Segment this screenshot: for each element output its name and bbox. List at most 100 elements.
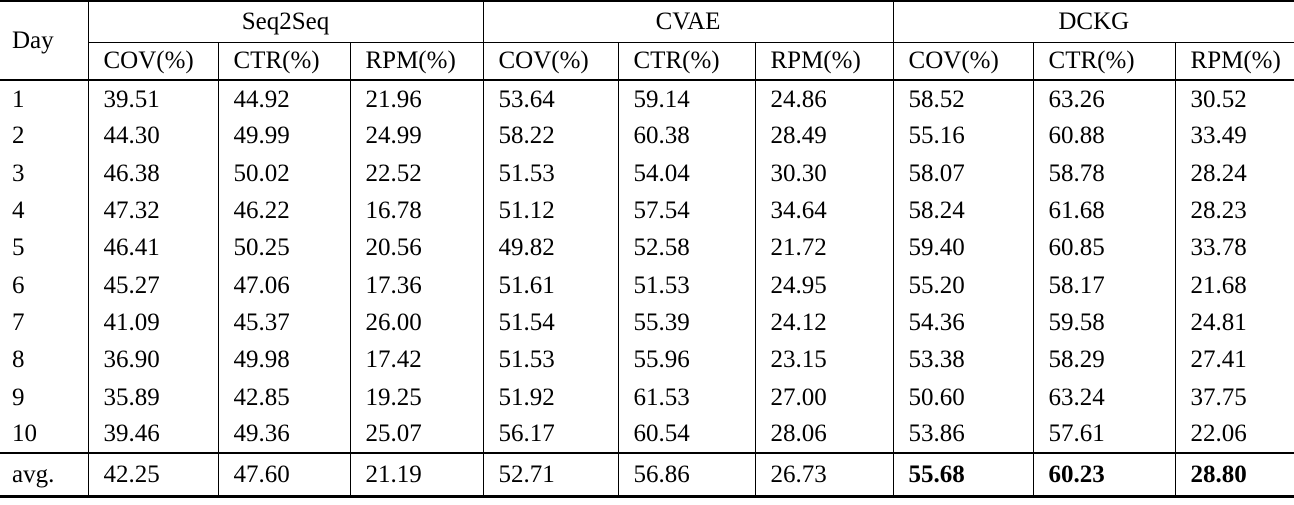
col-header-seq2seq-rpm: RPM(%) xyxy=(349,42,483,81)
value-cell: 49.99 xyxy=(217,117,350,155)
value-cell: 24.99 xyxy=(349,117,483,155)
value-cell: 53.86 xyxy=(892,415,1034,453)
value-cell: 60.38 xyxy=(617,117,755,155)
value-cell: 47.06 xyxy=(217,266,350,304)
value-cell: 60.85 xyxy=(1032,229,1176,267)
value-cell: 51.53 xyxy=(482,341,618,379)
col-header-cvae-ctr: CTR(%) xyxy=(617,42,755,81)
group-header-cvae: CVAE xyxy=(482,1,894,43)
value-cell: 25.07 xyxy=(349,415,483,453)
value-cell: 22.52 xyxy=(349,154,483,192)
table-row: 4 47.32 46.22 16.78 51.12 57.54 34.64 58… xyxy=(0,191,1294,230)
table-row: 8 36.90 49.98 17.42 51.53 55.96 23.15 53… xyxy=(0,341,1294,379)
col-header-cvae-cov: COV(%) xyxy=(482,42,618,81)
value-cell: 42.25 xyxy=(87,451,218,497)
value-cell: 51.61 xyxy=(482,266,618,304)
value-cell: 21.72 xyxy=(754,229,894,267)
value-cell: 50.02 xyxy=(217,154,350,192)
value-cell-best: 55.68 xyxy=(892,451,1034,497)
value-cell: 58.07 xyxy=(892,154,1034,192)
day-cell: avg. xyxy=(0,451,88,497)
value-cell: 49.36 xyxy=(217,415,350,453)
value-cell: 58.24 xyxy=(892,191,1034,230)
value-cell: 51.54 xyxy=(482,303,618,342)
table-row: 3 46.38 50.02 22.52 51.53 54.04 30.30 58… xyxy=(0,154,1294,192)
value-cell: 27.00 xyxy=(754,378,894,416)
group-header-row: Day Seq2Seq CVAE DCKG xyxy=(0,1,1294,81)
value-cell: 59.14 xyxy=(617,80,755,118)
col-header-seq2seq-cov: COV(%) xyxy=(87,42,218,81)
day-cell: 1 xyxy=(12,85,25,113)
value-cell: 44.30 xyxy=(87,117,218,155)
value-cell: 57.54 xyxy=(617,191,755,230)
value-cell-best: 28.80 xyxy=(1174,451,1294,497)
value-cell: 28.24 xyxy=(1174,154,1294,192)
value-cell: 24.12 xyxy=(754,303,894,342)
value-cell: 21.68 xyxy=(1174,266,1294,304)
value-cell: 58.17 xyxy=(1032,266,1176,304)
value-cell: 24.81 xyxy=(1174,303,1294,342)
value-cell: 56.86 xyxy=(617,451,755,497)
value-cell: 41.09 xyxy=(87,303,218,342)
value-cell: 52.71 xyxy=(482,451,618,497)
value-cell: 20.56 xyxy=(349,229,483,267)
value-cell: 36.90 xyxy=(87,341,218,379)
value-cell: 46.41 xyxy=(87,229,218,267)
value-cell: 23.15 xyxy=(754,341,894,379)
value-cell: 51.12 xyxy=(482,191,618,230)
value-cell: 27.41 xyxy=(1174,341,1294,379)
value-cell: 60.54 xyxy=(617,415,755,453)
value-cell: 55.39 xyxy=(617,303,755,342)
value-cell: 63.26 xyxy=(1032,80,1176,118)
value-cell: 42.85 xyxy=(217,378,350,416)
value-cell: 21.19 xyxy=(349,451,483,497)
col-header-day: Day xyxy=(0,1,88,81)
value-cell: 58.22 xyxy=(482,117,618,155)
average-row: avg. 42.25 47.60 21.19 52.71 56.86 26.73… xyxy=(0,451,1294,497)
value-cell: 49.98 xyxy=(217,341,350,379)
table-row: 6 45.27 47.06 17.36 51.61 51.53 24.95 55… xyxy=(0,266,1294,304)
value-cell: 19.25 xyxy=(349,378,483,416)
value-cell: 50.60 xyxy=(892,378,1034,416)
value-cell-best: 60.23 xyxy=(1032,451,1176,497)
day-cell: 4 xyxy=(12,197,25,225)
value-cell: 30.52 xyxy=(1174,80,1294,118)
table-row: 10 39.46 49.36 25.07 56.17 60.54 28.06 5… xyxy=(0,415,1294,453)
table-row: 1 39.51 44.92 21.96 53.64 59.14 24.86 58… xyxy=(0,80,1294,118)
value-cell: 58.52 xyxy=(892,80,1034,118)
value-cell: 59.58 xyxy=(1032,303,1176,342)
value-cell: 51.53 xyxy=(617,266,755,304)
value-cell: 52.58 xyxy=(617,229,755,267)
value-cell: 39.46 xyxy=(87,415,218,453)
value-cell: 54.36 xyxy=(892,303,1034,342)
value-cell: 59.40 xyxy=(892,229,1034,267)
day-cell: 10 xyxy=(12,420,37,448)
value-cell: 55.96 xyxy=(617,341,755,379)
value-cell: 33.78 xyxy=(1174,229,1294,267)
value-cell: 37.75 xyxy=(1174,378,1294,416)
value-cell: 16.78 xyxy=(349,191,483,230)
value-cell: 30.30 xyxy=(754,154,894,192)
day-cell: 7 xyxy=(12,308,25,336)
day-cell: 8 xyxy=(12,346,25,374)
value-cell: 49.82 xyxy=(482,229,618,267)
metric-header-row: COV(%) CTR(%) RPM(%) COV(%) CTR(%) RPM(%… xyxy=(0,42,1294,81)
col-header-dckg-cov: COV(%) xyxy=(892,42,1034,81)
col-header-dckg-ctr: CTR(%) xyxy=(1032,42,1176,81)
value-cell: 51.92 xyxy=(482,378,618,416)
value-cell: 28.23 xyxy=(1174,191,1294,230)
value-cell: 21.96 xyxy=(349,80,483,118)
value-cell: 46.38 xyxy=(87,154,218,192)
value-cell: 22.06 xyxy=(1174,415,1294,453)
value-cell: 50.25 xyxy=(217,229,350,267)
value-cell: 39.51 xyxy=(87,80,218,118)
day-cell: 3 xyxy=(12,159,25,187)
value-cell: 45.37 xyxy=(217,303,350,342)
group-header-dckg: DCKG xyxy=(892,1,1294,43)
table-row: 9 35.89 42.85 19.25 51.92 61.53 27.00 50… xyxy=(0,378,1294,416)
value-cell: 46.22 xyxy=(217,191,350,230)
value-cell: 17.36 xyxy=(349,266,483,304)
value-cell: 26.00 xyxy=(349,303,483,342)
value-cell: 24.86 xyxy=(754,80,894,118)
value-cell: 53.38 xyxy=(892,341,1034,379)
